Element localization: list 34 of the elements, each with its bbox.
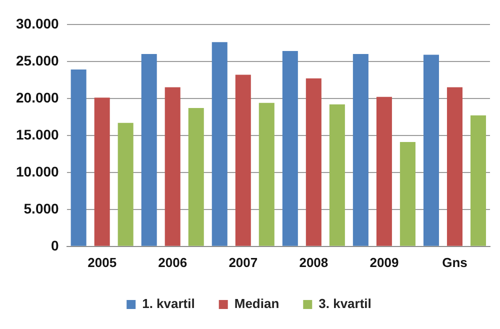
bar [235,74,251,246]
y-tick-label: 0 [51,237,60,254]
bar [258,102,274,246]
bar [164,87,180,246]
bar [470,115,486,246]
bar [141,54,157,246]
legend-label: 1. kvartil [142,296,195,312]
bar [400,142,416,246]
legend-label: 3. kvartil [318,296,372,312]
y-tick-label: 30.000 [16,15,60,32]
bar [329,104,345,246]
x-tick-label: 2008 [299,254,328,270]
bar [188,108,204,246]
x-tick-label: 2007 [228,254,258,270]
x-tick-label: Gns [442,254,468,270]
bar [118,122,134,246]
bar [306,78,322,246]
bar [423,54,439,246]
bar [352,54,368,246]
legend-label: Median [234,296,280,312]
y-tick-label: 5.000 [24,200,60,216]
bar [212,42,228,246]
y-tick-label: 10.000 [16,163,60,180]
bar [376,96,392,246]
x-tick-label: 2009 [370,254,399,270]
y-tick-label: 15.000 [16,126,60,142]
y-tick-label: 25.000 [16,52,60,68]
bar [446,87,462,246]
bar [70,70,86,246]
x-tick-label: 2005 [88,254,117,270]
bar [94,98,110,246]
bar [282,51,298,246]
y-tick-label: 20.000 [16,89,60,106]
x-tick-label: 2006 [158,254,188,270]
